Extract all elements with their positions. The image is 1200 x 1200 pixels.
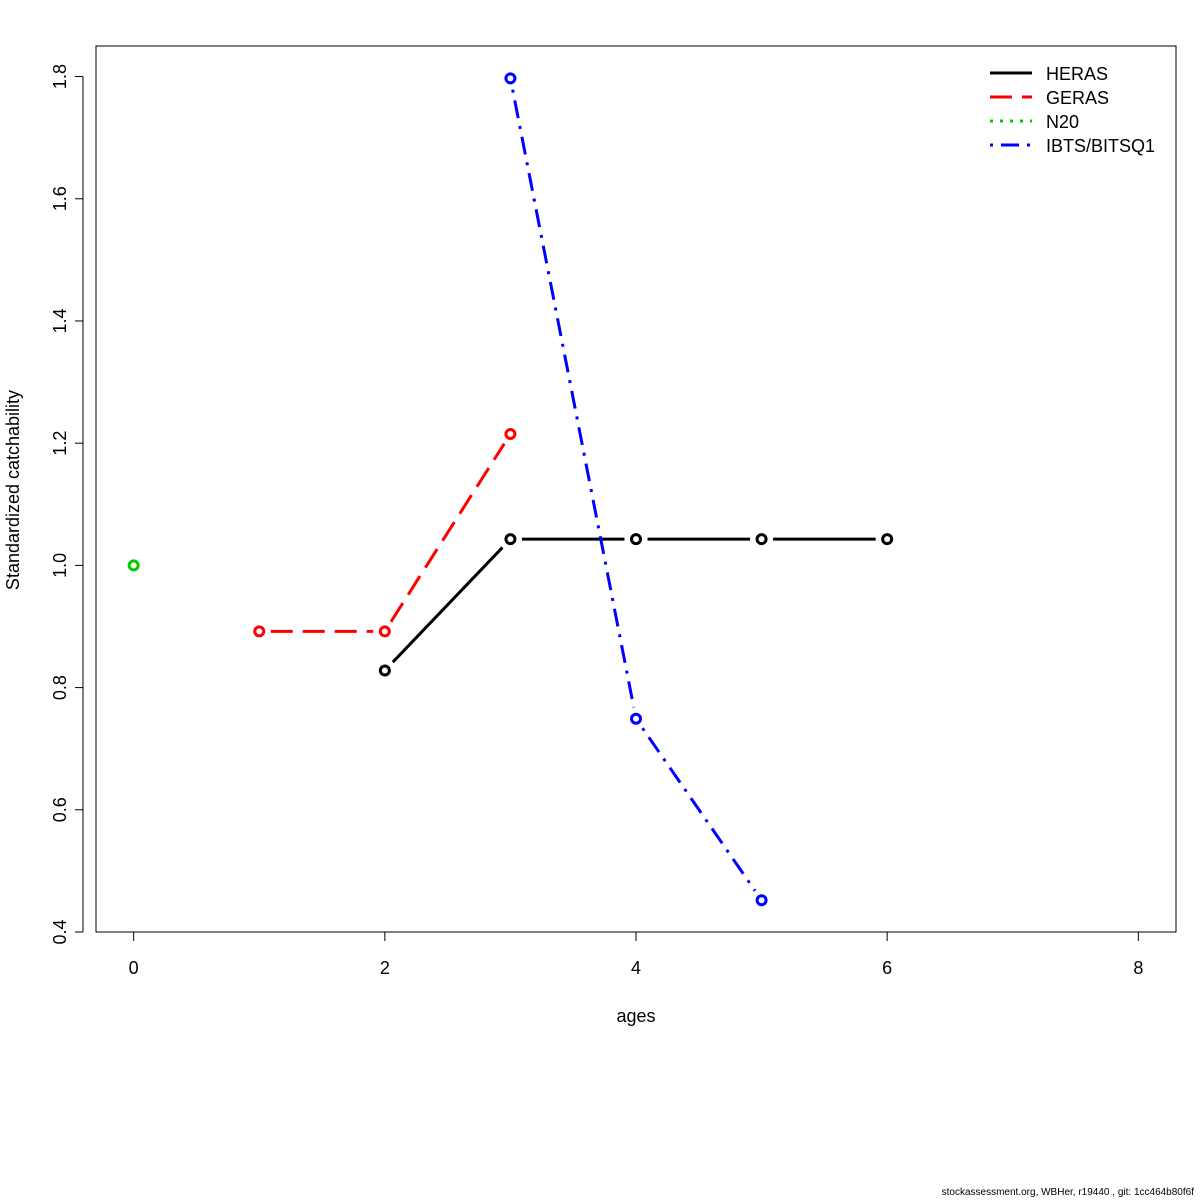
data-point <box>504 428 517 441</box>
legend-item: N20 <box>990 112 1079 132</box>
data-point <box>630 712 642 725</box>
legend-item: HERAS <box>990 64 1108 84</box>
y-tick-label: 0.4 <box>50 919 70 944</box>
series-line-segment <box>391 546 504 664</box>
x-axis-label: ages <box>616 1006 655 1026</box>
x-axis: 0 2 4 6 8 <box>129 931 1143 978</box>
series-line-segment <box>641 727 757 892</box>
y-axis: 0.4 0.6 0.8 1.0 1.2 1.4 1.6 1.8 <box>50 64 84 945</box>
y-tick-label: 0.6 <box>50 797 70 822</box>
legend: HERAS GERAS N20 IBTS/BITSQ1 <box>990 64 1155 156</box>
data-point <box>378 664 391 677</box>
series-line-segment <box>389 442 506 623</box>
data-point <box>504 72 517 85</box>
data-point <box>755 533 768 546</box>
legend-item: IBTS/BITSQ1 <box>990 136 1155 156</box>
y-tick-label: 1.8 <box>50 64 70 89</box>
y-tick-label: 1.0 <box>50 553 70 578</box>
legend-item: GERAS <box>990 88 1109 108</box>
legend-label: HERAS <box>1046 64 1108 84</box>
footer-credit: stockassessment.org, WBHer, r19440 , git… <box>941 1187 1194 1198</box>
data-point <box>630 533 642 546</box>
y-tick-label: 1.4 <box>50 308 70 333</box>
x-tick-label: 6 <box>882 958 892 978</box>
series-layer <box>127 72 894 907</box>
legend-label: N20 <box>1046 112 1079 132</box>
x-tick-label: 2 <box>380 958 390 978</box>
series-line-segment <box>511 89 636 708</box>
y-tick-label: 1.6 <box>50 186 70 211</box>
series-n20 <box>127 559 140 572</box>
series-heras <box>378 533 894 677</box>
data-point <box>127 559 140 572</box>
legend-label: GERAS <box>1046 88 1109 108</box>
data-point <box>253 625 266 638</box>
data-point <box>378 625 391 638</box>
data-point <box>504 533 517 546</box>
x-tick-label: 0 <box>129 958 139 978</box>
legend-label: IBTS/BITSQ1 <box>1046 136 1155 156</box>
x-tick-label: 4 <box>631 958 641 978</box>
data-point <box>881 533 894 546</box>
y-axis-label: Standardized catchability <box>3 390 23 590</box>
data-point <box>755 894 768 907</box>
y-tick-label: 1.2 <box>50 431 70 456</box>
series-ibts-bitsq1 <box>504 72 768 907</box>
x-tick-label: 8 <box>1133 958 1143 978</box>
plot-frame <box>95 45 1177 933</box>
y-tick-label: 0.8 <box>50 675 70 700</box>
series-geras <box>253 428 517 638</box>
